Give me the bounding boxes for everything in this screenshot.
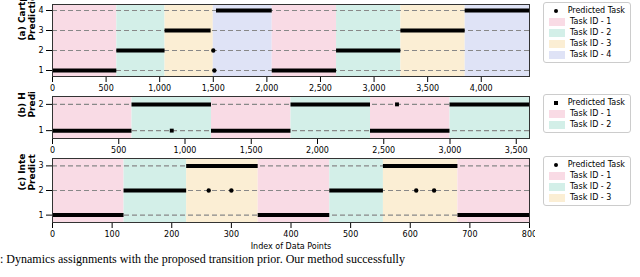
svg-text:2: 2 xyxy=(38,100,43,109)
svg-text:0: 0 xyxy=(50,230,55,239)
svg-text:1,000: 1,000 xyxy=(174,146,197,154)
svg-text:2,500: 2,500 xyxy=(309,84,332,92)
svg-text:100: 100 xyxy=(104,230,119,239)
svg-text:3,000: 3,000 xyxy=(363,84,386,92)
svg-text:0: 0 xyxy=(50,146,55,154)
svg-text:(c) IntersectionPrediction: (c) IntersectionPrediction xyxy=(17,154,37,191)
svg-text:4: 4 xyxy=(38,6,43,15)
svg-text:(b) HalfcheetahPrediction: (b) HalfcheetahPrediction xyxy=(17,92,37,118)
svg-text:3: 3 xyxy=(38,161,43,170)
svg-text:1: 1 xyxy=(38,211,43,220)
svg-text:Index of Data Points: Index of Data Points xyxy=(251,242,332,251)
svg-text:500: 500 xyxy=(98,84,113,92)
html-text:Task ID - 1: Task ID - 1 xyxy=(570,171,612,180)
svg-text:4,000: 4,000 xyxy=(470,84,493,92)
svg-text:700: 700 xyxy=(462,230,477,239)
svg-text:2,000: 2,000 xyxy=(255,84,278,92)
svg-text:500: 500 xyxy=(343,230,358,239)
html-text:Task ID - 2: Task ID - 2 xyxy=(570,182,612,191)
svg-text:1,500: 1,500 xyxy=(202,84,225,92)
html-text:Predicted Task: Predicted Task xyxy=(567,160,625,169)
svg-text:(a) CartpolePrediction: (a) CartpolePrediction xyxy=(17,0,37,41)
svg-text:800: 800 xyxy=(522,230,535,239)
svg-text:1: 1 xyxy=(38,126,43,135)
svg-text:3,500: 3,500 xyxy=(416,84,439,92)
svg-text:3,500: 3,500 xyxy=(505,146,528,154)
html-text:Predicted Task: Predicted Task xyxy=(567,98,625,107)
html-text:Task ID - 1: Task ID - 1 xyxy=(570,17,612,26)
html-text:Task ID - 4: Task ID - 4 xyxy=(570,50,612,59)
html-text:Task ID - 3: Task ID - 3 xyxy=(570,193,612,202)
svg-text:2,000: 2,000 xyxy=(306,146,329,154)
html-text:Predicted Task: Predicted Task xyxy=(567,6,625,15)
svg-text:3: 3 xyxy=(38,26,43,35)
html-text:Task ID - 2: Task ID - 2 xyxy=(570,120,612,129)
svg-text:1,000: 1,000 xyxy=(148,84,171,92)
svg-text:600: 600 xyxy=(403,230,418,239)
svg-text:500: 500 xyxy=(111,146,126,154)
svg-text:200: 200 xyxy=(164,230,179,239)
svg-text:400: 400 xyxy=(283,230,298,239)
html-text:Task ID - 3: Task ID - 3 xyxy=(570,39,612,48)
html-text:Task ID - 2: Task ID - 2 xyxy=(570,28,612,37)
html-text:Task ID - 1: Task ID - 1 xyxy=(570,109,612,118)
svg-text:1,500: 1,500 xyxy=(240,146,263,154)
svg-text:3,000: 3,000 xyxy=(439,146,462,154)
svg-text:300: 300 xyxy=(224,230,239,239)
svg-text:1: 1 xyxy=(38,66,43,75)
svg-text:2: 2 xyxy=(38,46,43,55)
svg-text:2: 2 xyxy=(38,186,43,195)
svg-text:2,500: 2,500 xyxy=(372,146,395,154)
svg-text:0: 0 xyxy=(50,84,55,92)
html-text:: Dynamics assignments with th: : Dynamics assignments with the proposed… xyxy=(0,252,405,266)
